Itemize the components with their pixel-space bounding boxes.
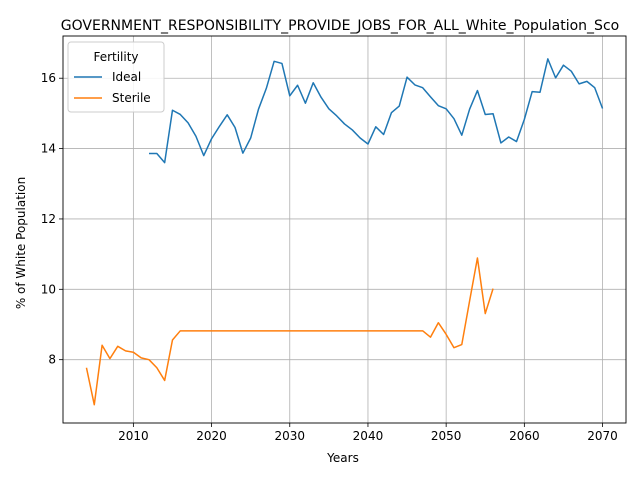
x-tick-label: 2020 bbox=[196, 429, 227, 443]
y-tick-label: 12 bbox=[41, 212, 56, 226]
chart-title: GOVERNMENT_RESPONSIBILITY_PROVIDE_JOBS_F… bbox=[61, 18, 619, 34]
x-tick-label: 2060 bbox=[509, 429, 540, 443]
x-tick-label: 2010 bbox=[118, 429, 149, 443]
series-line-ideal bbox=[149, 59, 603, 163]
y-tick-label: 14 bbox=[41, 142, 56, 156]
legend-label-sterile: Sterile bbox=[112, 91, 151, 105]
x-axis-ticks: 2010 2020 2030 2040 2050 2060 2070 bbox=[118, 423, 618, 443]
x-tick-label: 2070 bbox=[587, 429, 618, 443]
legend-title: Fertility bbox=[93, 50, 138, 64]
x-tick-label: 2050 bbox=[431, 429, 462, 443]
y-tick-label: 10 bbox=[41, 282, 56, 296]
x-axis-label: Years bbox=[326, 451, 359, 465]
legend-label-ideal: Ideal bbox=[112, 70, 141, 84]
y-tick-label: 8 bbox=[48, 353, 56, 367]
y-axis-ticks: 8 10 12 14 16 bbox=[41, 71, 63, 366]
x-tick-label: 2030 bbox=[274, 429, 305, 443]
x-tick-label: 2040 bbox=[353, 429, 384, 443]
legend: Fertility Ideal Sterile bbox=[68, 42, 164, 112]
y-tick-label: 16 bbox=[41, 71, 56, 85]
y-axis-label: % of White Population bbox=[14, 177, 28, 309]
